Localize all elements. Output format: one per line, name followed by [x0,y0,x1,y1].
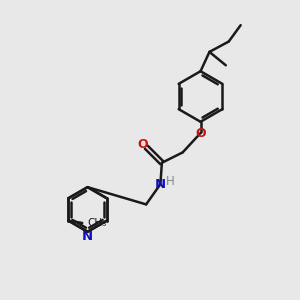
Text: O: O [195,127,206,140]
Text: H: H [166,175,174,188]
Text: N: N [81,230,93,243]
Text: N: N [155,178,166,191]
Text: O: O [138,138,148,151]
Text: CH₃: CH₃ [87,218,106,228]
